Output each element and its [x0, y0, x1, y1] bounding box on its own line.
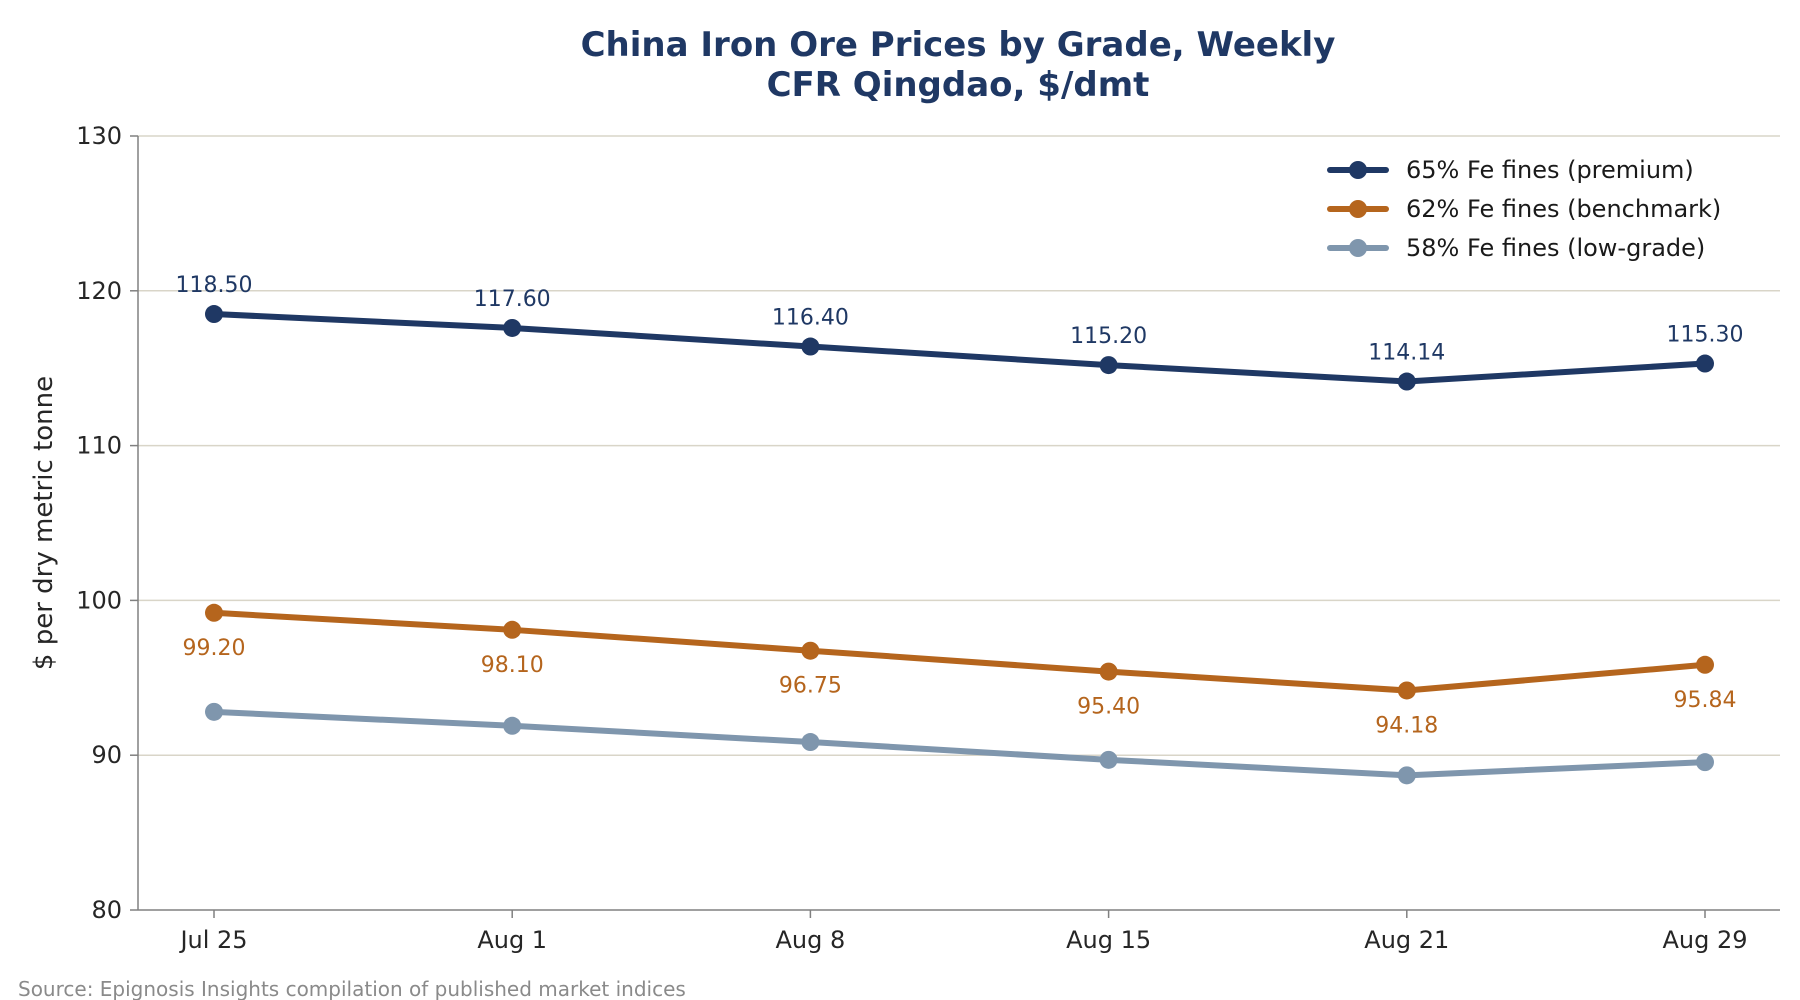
data-point	[503, 318, 522, 337]
data-point	[205, 702, 223, 721]
data-point	[801, 733, 820, 752]
legend-item: 58% Fe fines (low-grade)	[1327, 234, 1705, 262]
data-point	[801, 337, 820, 356]
data-label: 114.14	[1368, 341, 1445, 366]
data-point	[1696, 753, 1714, 772]
series-line	[211, 609, 1708, 694]
series-layer	[205, 305, 1714, 785]
x-tick-label: Aug 21	[1364, 926, 1449, 954]
y-tick-label: 90	[91, 741, 122, 769]
x-tick-label: Aug 1	[477, 926, 547, 954]
x-tick-label: Aug 8	[776, 926, 846, 954]
data-label: 96.75	[779, 674, 842, 699]
data-point	[801, 641, 820, 660]
y-tick-layer: 80 90 100 110 120 130	[76, 122, 138, 924]
chart-subtitle: CFR Qingdao, $/dmt	[767, 65, 1150, 105]
x-tick-label: Jul 25	[178, 926, 247, 954]
data-label: 94.18	[1375, 713, 1438, 738]
grid-layer	[138, 135, 1780, 756]
data-label: 115.20	[1070, 324, 1147, 349]
series-line	[211, 708, 1708, 779]
data-label: 99.20	[183, 636, 246, 661]
legend-marker	[1349, 200, 1367, 218]
y-tick-label: 110	[76, 432, 122, 460]
data-point	[1397, 372, 1416, 391]
data-point	[1397, 681, 1416, 700]
chart-title-group: China Iron Ore Prices by Grade, Weekly C…	[581, 25, 1336, 105]
data-point	[205, 603, 223, 622]
data-point	[503, 716, 522, 735]
legend-marker	[1349, 161, 1367, 179]
data-point	[205, 305, 223, 324]
legend-item: 65% Fe fines (premium)	[1327, 156, 1694, 184]
legend-marker	[1349, 239, 1367, 257]
series-1	[205, 305, 1714, 391]
data-label-layer: 118.50 117.60 116.40 115.20 114.14 115.30 99.2…	[176, 273, 1744, 738]
series-2	[205, 603, 1714, 700]
data-label: 95.84	[1674, 688, 1737, 713]
data-point	[1099, 356, 1118, 375]
data-point	[1099, 662, 1118, 681]
data-point	[1099, 750, 1118, 769]
legend: 65% Fe fines (premium) 62% Fe fines (benc…	[1327, 156, 1721, 262]
chart-title: China Iron Ore Prices by Grade, Weekly	[581, 25, 1336, 65]
data-label: 118.50	[176, 273, 253, 298]
y-tick-label: 130	[76, 122, 122, 150]
data-label: 95.40	[1077, 695, 1140, 720]
legend-label: 65% Fe fines (premium)	[1406, 156, 1694, 184]
data-point	[1397, 766, 1416, 785]
x-tick-label: Aug 15	[1066, 926, 1151, 954]
axes-layer	[137, 136, 1780, 911]
data-label: 98.10	[481, 653, 544, 678]
data-label: 115.30	[1667, 323, 1744, 348]
y-tick-label: 80	[91, 896, 122, 924]
legend-label: 58% Fe fines (low-grade)	[1406, 234, 1705, 262]
x-tick-layer: Jul 25 Aug 1 Aug 8 Aug 15 Aug 21 Aug 29	[178, 910, 1748, 954]
data-label: 116.40	[772, 306, 849, 331]
y-tick-label: 100	[76, 586, 122, 614]
data-point	[1696, 354, 1714, 373]
legend-label: 62% Fe fines (benchmark)	[1406, 195, 1721, 223]
x-tick-label: Aug 29	[1662, 926, 1747, 954]
data-label: 117.60	[474, 287, 551, 312]
y-axis-label: $ per dry metric tonne	[29, 376, 59, 670]
data-point	[503, 620, 522, 639]
data-point	[1696, 655, 1714, 674]
y-tick-label: 120	[76, 277, 122, 305]
legend-item: 62% Fe fines (benchmark)	[1327, 195, 1721, 223]
series-line	[211, 311, 1708, 385]
source-note: Source: Epignosis Insights compilation o…	[18, 977, 686, 1000]
series-3	[205, 702, 1714, 785]
